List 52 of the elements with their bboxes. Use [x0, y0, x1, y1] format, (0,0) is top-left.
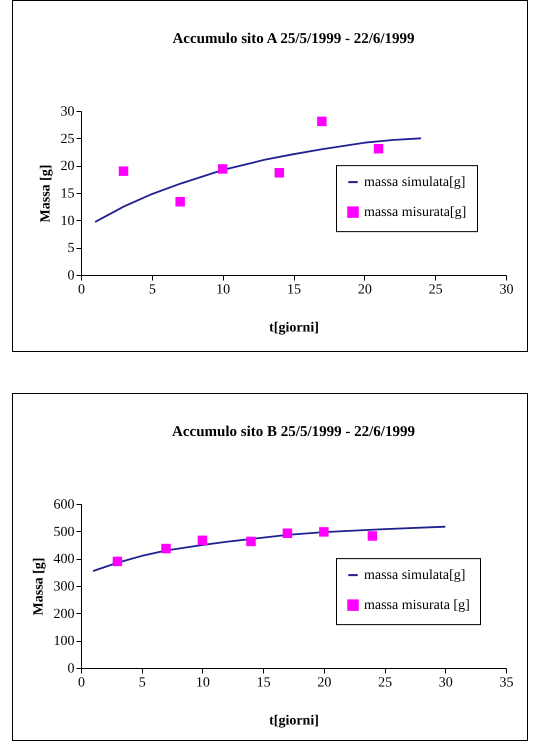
y-tick-label: 15	[60, 186, 74, 202]
x-tick-label: 15	[256, 676, 271, 690]
point	[274, 168, 284, 178]
point	[282, 528, 292, 538]
y-axis-title: Massa [g]	[32, 558, 46, 616]
x-tick-label: 0	[78, 282, 85, 298]
y-tick-label: 5	[68, 241, 74, 256]
y-tick-label: 25	[60, 132, 74, 147]
y-tick-label: 10	[60, 214, 74, 229]
x-axis-title: t[giorni]	[269, 714, 319, 728]
x-tick-label: 25	[378, 676, 392, 690]
y-tick-label: 100	[54, 634, 74, 650]
x-tick-label: 10	[216, 282, 230, 298]
x-tick-label: 20	[317, 676, 332, 690]
x-tick-label: 35	[500, 676, 514, 690]
chart-title: Accumulo sito A 25/5/1999 - 22/6/1999	[172, 31, 415, 47]
y-tick-label: 20	[60, 159, 74, 174]
chart-title: Accumulo sito B 25/5/1999 - 22/6/1999	[172, 424, 415, 440]
y-axis-title: Massa [g]	[38, 164, 54, 222]
point	[246, 536, 256, 546]
point	[368, 531, 378, 541]
x-tick-label: 15	[287, 282, 301, 298]
legend-label: massa misurata [g]	[364, 598, 470, 614]
point	[374, 144, 384, 154]
x-tick-label: 5	[138, 676, 146, 690]
x-tick-label: 30	[500, 282, 514, 298]
legend-label: massa misurata[g]	[364, 205, 466, 220]
point	[161, 544, 171, 554]
point	[118, 166, 128, 176]
point	[175, 197, 185, 206]
y-tick-label: 500	[54, 524, 74, 540]
y-tick-label: 600	[54, 498, 74, 512]
point	[319, 527, 329, 537]
x-tick-label: 0	[78, 676, 85, 690]
point	[218, 164, 228, 174]
legend-label: massa simulata[g]	[364, 175, 466, 190]
point	[317, 116, 327, 126]
x-tick-label: 10	[196, 676, 210, 690]
x-tick-label: 20	[358, 282, 372, 298]
legend-label: massa simulata[g]	[364, 568, 466, 584]
y-tick-label: 300	[54, 580, 74, 594]
y-tick-label: 400	[54, 552, 74, 568]
point	[198, 536, 208, 546]
x-tick-label: 30	[438, 676, 453, 690]
y-tick-label: 0	[68, 662, 74, 676]
y-tick-label: 0	[68, 268, 74, 284]
x-tick-label: 25	[428, 282, 443, 298]
point	[112, 556, 122, 566]
y-tick-label: 200	[54, 606, 74, 622]
x-tick-label: 5	[148, 282, 156, 298]
x-axis-title: t[giorni]	[269, 320, 319, 336]
y-tick-label: 30	[60, 104, 74, 120]
